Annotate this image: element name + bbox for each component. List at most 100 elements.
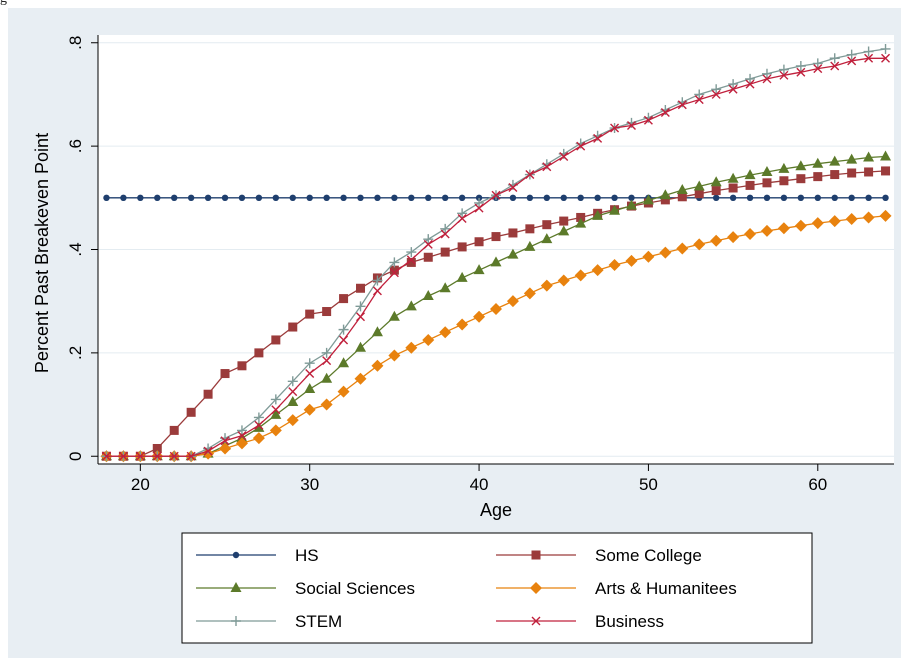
data-point [559, 151, 569, 161]
data-point [508, 228, 518, 238]
data-point [339, 335, 349, 345]
data-point [323, 194, 330, 202]
data-point [507, 248, 519, 259]
legend-label: Arts & Humanitees [595, 579, 737, 598]
data-point [270, 408, 282, 419]
data-point [456, 271, 468, 282]
data-point [526, 194, 534, 202]
data-point [457, 213, 467, 223]
x-tick-label: 20 [131, 475, 150, 494]
data-point [406, 257, 416, 267]
data-point [829, 53, 840, 64]
data-point [338, 324, 349, 335]
data-point [712, 194, 720, 202]
data-point [339, 294, 349, 304]
data-point [490, 256, 502, 267]
series-layer [100, 43, 892, 463]
data-point [322, 356, 332, 366]
data-point [506, 295, 519, 308]
data-point [255, 194, 263, 202]
cut-off-text: g [0, 0, 909, 5]
data-point [321, 347, 332, 358]
data-point [540, 279, 553, 292]
data-point [574, 269, 587, 282]
data-point [829, 155, 841, 166]
data-point [135, 451, 145, 461]
data-point [777, 222, 790, 235]
data-point [118, 451, 128, 461]
data-point [745, 73, 756, 84]
data-point [340, 194, 347, 202]
legend: HS Some College Social Sciences Arts & Huma… [181, 532, 813, 644]
data-point [577, 194, 584, 202]
data-point [760, 224, 773, 237]
data-point [422, 290, 434, 301]
y-tick-label: 0 [66, 452, 85, 461]
data-point [744, 169, 756, 180]
data-point [203, 446, 213, 456]
data-point [660, 195, 670, 205]
data-point [389, 257, 400, 268]
data-point [423, 234, 434, 245]
data-point [204, 194, 212, 202]
data-point [864, 167, 874, 177]
y-tick-label: .4 [66, 242, 85, 256]
data-point [625, 254, 638, 267]
data-point [289, 194, 296, 202]
data-point [338, 357, 350, 368]
axes: 0 .2 .4 .6 .8 20 30 40 50 60 [66, 35, 894, 494]
data-point [744, 227, 757, 240]
data-point [864, 53, 874, 63]
data-point [357, 194, 364, 202]
data-point [882, 194, 889, 202]
data-point [220, 436, 230, 446]
data-point [254, 420, 264, 430]
data-point [288, 322, 298, 332]
data-point [388, 310, 400, 321]
data-point [137, 194, 144, 202]
data-point [525, 170, 535, 180]
data-point [355, 341, 367, 352]
data-point [813, 64, 823, 74]
data-point [794, 219, 807, 232]
data-point [558, 225, 570, 236]
legend-label: Some College [595, 546, 702, 565]
data-point [152, 451, 162, 461]
data-point [405, 300, 417, 311]
data-point [473, 310, 486, 323]
data-point [778, 162, 790, 173]
data-point [625, 199, 637, 210]
data-point [710, 234, 723, 247]
data-point [523, 287, 536, 300]
legend-marker [531, 550, 541, 560]
series-1 [101, 166, 891, 461]
data-point [541, 233, 553, 244]
data-point [120, 194, 127, 202]
data-point [322, 307, 332, 317]
legend-label: STEM [295, 612, 342, 631]
data-point [337, 385, 350, 398]
data-point [710, 176, 722, 187]
data-point [694, 89, 705, 100]
data-point [694, 189, 704, 199]
data-point [610, 123, 620, 133]
data-point [456, 318, 469, 331]
data-point [237, 431, 247, 441]
data-point [659, 246, 672, 259]
data-point [441, 194, 449, 202]
data-point [408, 194, 415, 202]
data-point [611, 194, 618, 202]
data-point [220, 369, 230, 379]
data-point [406, 255, 416, 265]
data-point [659, 189, 671, 200]
data-point [795, 61, 806, 72]
data-point [779, 70, 789, 80]
data-point [609, 204, 621, 215]
data-point [405, 341, 418, 354]
data-point [847, 168, 857, 178]
legend-item: Some College [496, 546, 702, 565]
data-point [271, 405, 281, 415]
legend-marker [530, 582, 542, 594]
data-point [235, 437, 248, 450]
